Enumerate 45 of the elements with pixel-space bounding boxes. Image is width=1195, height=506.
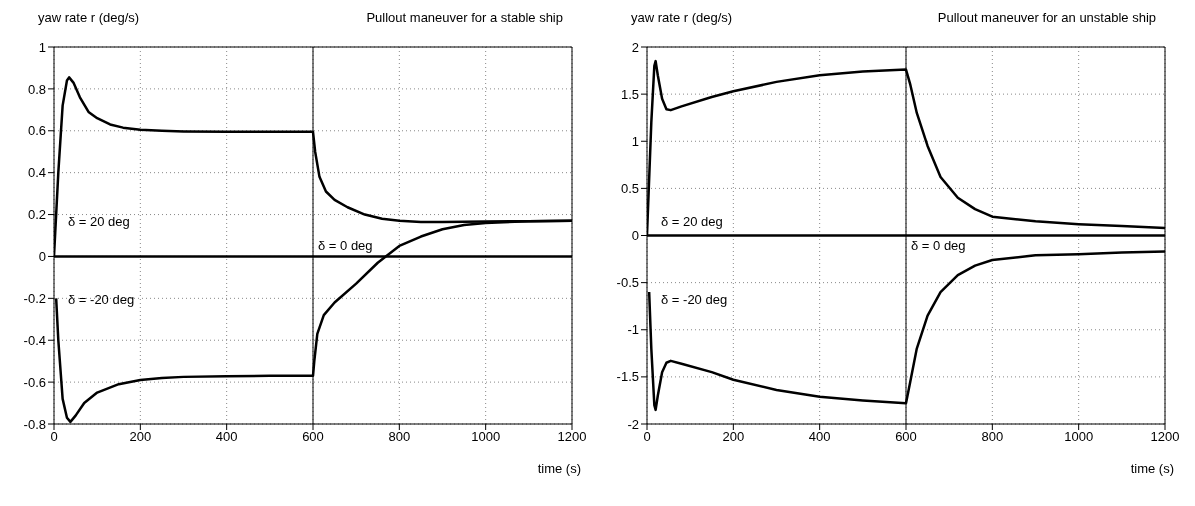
y-tick-label: 0.4 (27, 165, 46, 181)
annotation: δ = -20 deg (661, 292, 728, 308)
x-tick-label: 600 (302, 429, 324, 445)
y-tick-label: -0.4 (23, 332, 46, 348)
y-tick-label: 0.8 (27, 81, 46, 97)
x-tick-label: 1200 (1150, 429, 1180, 445)
x-tick-label: 800 (981, 429, 1004, 445)
x-tick-label: 0 (643, 429, 651, 445)
x-tick-label: 200 (722, 429, 745, 445)
y-tick-label: -0.2 (23, 290, 46, 306)
annotation: δ = 20 deg (68, 213, 130, 229)
y-tick-label: 0.2 (27, 207, 46, 223)
y-tick-label: 0 (631, 228, 639, 244)
y-tick-label: 0 (38, 249, 46, 265)
y-tick-label: -0.6 (23, 374, 46, 390)
y-tick-label: 1 (38, 39, 46, 55)
x-tick-label: 800 (388, 429, 411, 445)
y-tick-label: -2 (627, 416, 639, 432)
x-tick-label: 400 (808, 429, 831, 445)
annotation: δ = -20 deg (68, 292, 135, 308)
y-tick-label: 0.5 (620, 180, 639, 196)
x-tick-label: 1200 (557, 429, 587, 445)
x-axis-title: time (s) (537, 461, 581, 476)
y-axis-title: yaw rate r (deg/s) (631, 10, 733, 25)
y-tick-label: -0.5 (616, 275, 639, 291)
chart-title: Pullout maneuver for an unstable ship (937, 10, 1156, 25)
x-tick-label: 0 (50, 429, 58, 445)
y-tick-label: 2 (631, 39, 639, 55)
y-tick-label: 1 (631, 133, 639, 149)
y-tick-label: 0.6 (27, 123, 46, 139)
y-tick-label: 1.5 (620, 86, 639, 102)
x-tick-label: 1000 (471, 429, 501, 445)
chart-title: Pullout maneuver for a stable ship (366, 10, 563, 25)
y-tick-label: -0.8 (23, 416, 46, 432)
x-tick-label: 600 (895, 429, 917, 445)
x-tick-label: 1000 (1064, 429, 1094, 445)
annotation: δ = 20 deg (661, 213, 723, 229)
x-tick-label: 400 (215, 429, 238, 445)
x-tick-label: 200 (129, 429, 152, 445)
y-axis-title: yaw rate r (deg/s) (38, 10, 140, 25)
annotation: δ = 0 deg (318, 238, 373, 254)
y-tick-label: -1 (627, 322, 639, 338)
annotation: δ = 0 deg (911, 238, 966, 254)
x-axis-title: time (s) (1130, 461, 1174, 476)
y-tick-label: -1.5 (616, 369, 639, 385)
